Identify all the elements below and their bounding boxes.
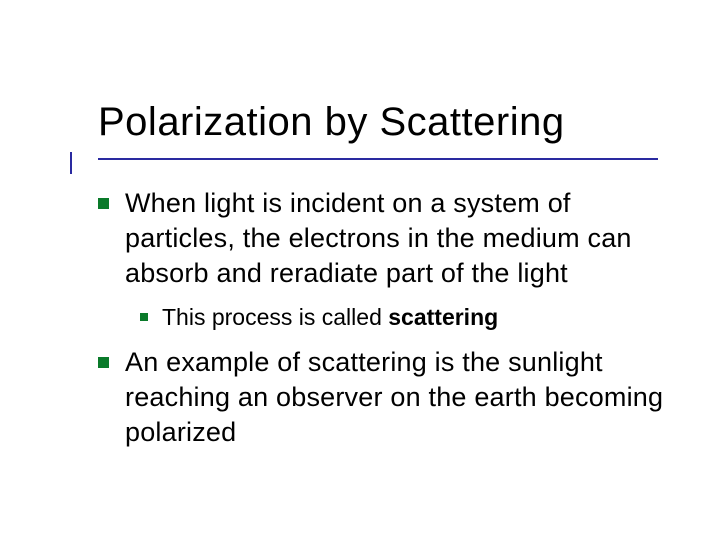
bullet-level1: When light is incident on a system of pa…	[98, 186, 680, 291]
title-region: Polarization by Scattering	[98, 100, 690, 144]
title-tick	[70, 152, 72, 174]
square-bullet-icon	[140, 313, 148, 321]
bullet-text-prefix: This process is called	[162, 304, 388, 330]
bullet-level2: This process is called scattering	[140, 303, 680, 333]
bullet-level1: An example of scattering is the sunlight…	[98, 345, 680, 450]
bullet-text: An example of scattering is the sunlight…	[125, 345, 680, 450]
body-region: When light is incident on a system of pa…	[98, 180, 680, 450]
slide-title: Polarization by Scattering	[98, 100, 690, 144]
bullet-text: This process is called scattering	[162, 303, 498, 333]
title-underline	[98, 158, 658, 160]
square-bullet-icon	[98, 357, 109, 368]
square-bullet-icon	[98, 198, 109, 209]
slide: Polarization by Scattering When light is…	[0, 0, 720, 540]
bullet-text-bold: scattering	[388, 304, 498, 330]
bullet-text: When light is incident on a system of pa…	[125, 186, 680, 291]
